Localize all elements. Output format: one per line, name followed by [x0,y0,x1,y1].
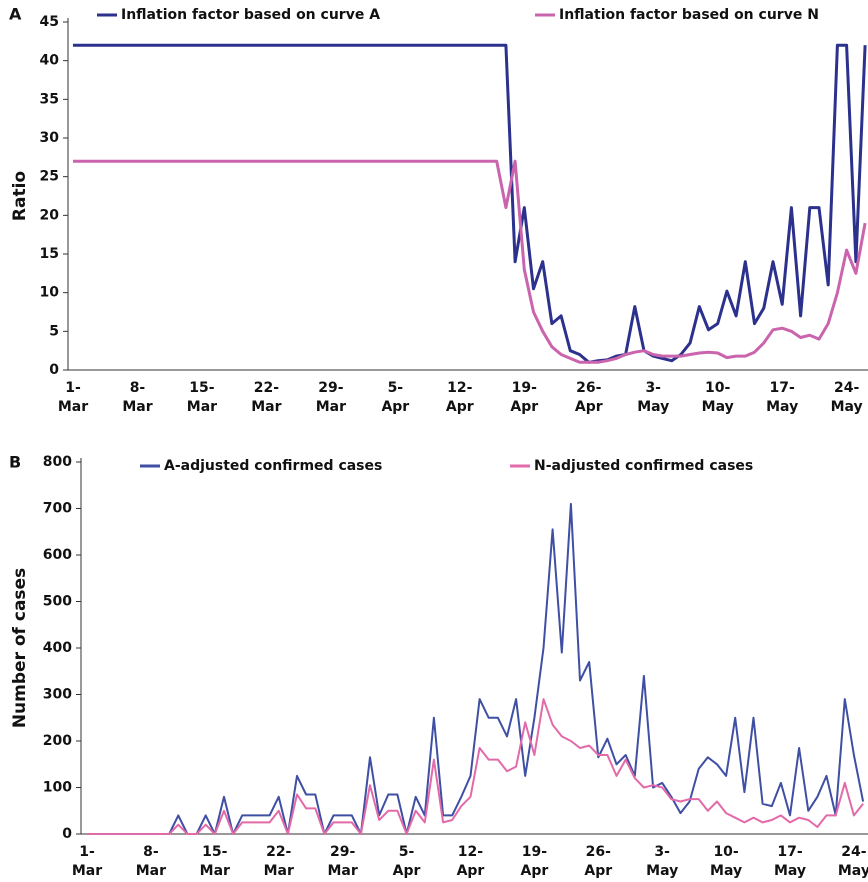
y-tick-label: 300 [43,687,72,703]
x-tick-label: 24-May [838,844,868,879]
x-tick-label: 29-Mar [327,844,357,879]
y-tick-label: 0 [62,826,72,842]
y-tick-label: 600 [43,547,72,563]
data-line [87,502,865,835]
x-tick-label: 10-May [702,380,734,415]
x-tick-label: 26-Apr [575,380,603,415]
x-tick-label: 17-May [766,380,798,415]
x-tick-label: 5-Apr [393,844,421,879]
x-tick-label: 3-May [637,380,669,415]
x-tick-label: 8-Mar [122,380,152,415]
x-tick-label: 26-Apr [584,844,612,879]
legend-label: A-adjusted confirmed cases [164,458,382,474]
y-tick-label: 500 [43,594,72,610]
x-tick-label: 15-Mar [187,380,217,415]
x-tick-label: 29-Mar [316,380,346,415]
y-tick-label: 5 [49,323,59,339]
y-tick-label: 35 [40,91,59,107]
y-tick-label: 25 [40,169,59,185]
y-tick-label: 800 [43,454,72,470]
x-tick-label: 24-May [831,380,863,415]
x-tick-label: 15-Mar [200,844,230,879]
y-tick-label: 15 [40,246,59,262]
x-tick-label: 17-May [774,844,806,879]
data-line [73,159,867,364]
x-tick-label: 10-May [710,844,742,879]
x-tick-label: 3-May [646,844,678,879]
legend-label: Inflation factor based on curve A [121,7,380,23]
x-tick-label: 22-Mar [251,380,281,415]
legend-label: Inflation factor based on curve N [559,7,819,23]
panel-label: A [9,5,22,24]
data-line [87,698,864,835]
y-tick-label: 20 [40,207,60,223]
x-tick-label: 22-Mar [264,844,294,879]
y-tick-label: 200 [43,733,72,749]
panel-label: B [9,453,21,472]
y-tick-label: 10 [40,285,60,301]
x-tick-label: 19-Apr [510,380,538,415]
x-tick-label: 12-Apr [446,380,474,415]
x-tick-label: 19-Apr [520,844,548,879]
y-tick-label: 30 [40,130,60,146]
y-tick-label: 400 [43,640,72,656]
y-tick-label: 0 [49,362,59,378]
x-tick-label: 1-Mar [58,380,88,415]
x-tick-label: 12-Apr [457,844,485,879]
y-axis-label: Number of cases [10,568,30,728]
x-tick-label: 1-Mar [72,844,102,879]
y-tick-label: 45 [40,14,59,30]
x-tick-label: 8-Mar [136,844,166,879]
data-line [73,43,867,364]
y-tick-label: 100 [43,780,72,796]
y-tick-label: 40 [40,53,60,69]
x-tick-label: 5-Apr [381,380,409,415]
y-axis-label: Ratio [10,171,30,221]
legend-label: N-adjusted confirmed cases [534,458,753,474]
y-tick-label: 700 [43,501,72,517]
